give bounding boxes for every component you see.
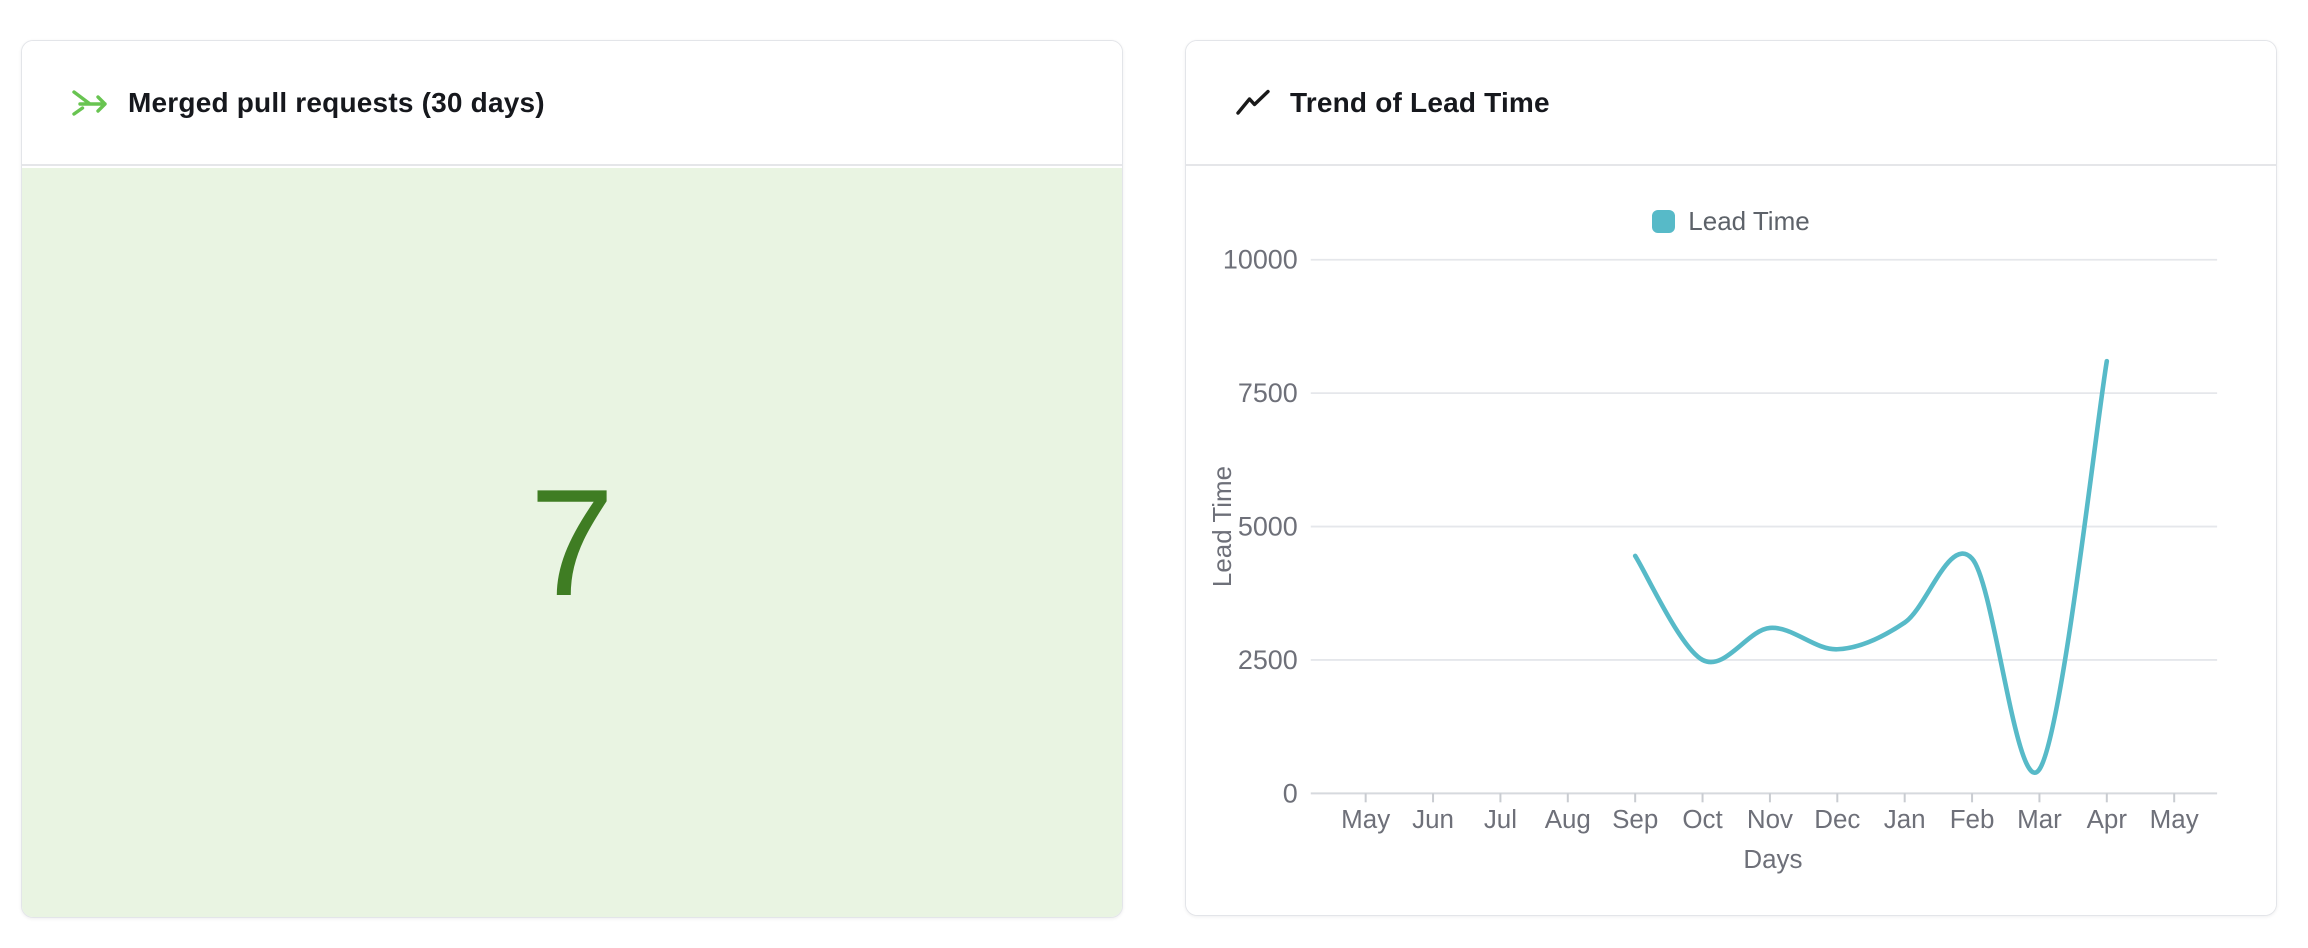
lead-time-panel: Trend of Lead Time Lead Time 0 2500 5000 75… [1185,40,2277,916]
x-axis-name: Days [1743,846,1802,874]
x-tick-label: Dec [1814,806,1860,834]
x-tick-label: Aug [1545,806,1591,834]
lead-time-chart-body: Lead Time 0 2500 5000 7500 10000 Lead Time May… [1186,168,2276,915]
y-tick-label: 2500 [1238,645,1298,675]
y-tick-label: 7500 [1238,378,1298,408]
x-tick-label: Oct [1682,806,1723,834]
legend-label: Lead Time [1688,206,1810,236]
legend-swatch [1652,210,1676,233]
merged-pr-panel: Merged pull requests (30 days) 7 [21,40,1123,918]
merged-pr-panel-body: 7 [22,168,1122,917]
lead-time-panel-title: Trend of Lead Time [1290,86,1550,118]
y-tick-label: 10000 [1223,245,1298,275]
merged-pr-panel-title: Merged pull requests (30 days) [128,86,545,118]
lead-time-line-series [1632,358,2110,775]
lead-time-chart-svg[interactable]: 0 2500 5000 7500 10000 Lead Time May Jun Jul Aug S… [1186,168,2276,915]
x-tick-label: May [2150,806,2199,834]
x-tick-label: Feb [1950,806,1995,834]
y-axis-name: Lead Time [1209,466,1237,587]
merged-pr-panel-header[interactable]: Merged pull requests (30 days) [22,41,1122,166]
x-tick-label: Apr [2087,806,2128,834]
x-tick-label: Jun [1412,806,1454,834]
merge-arrow-icon [71,87,109,119]
legend-item-lead-time[interactable]: Lead Time [1186,206,2276,237]
x-tick-label: Jul [1484,806,1517,834]
x-tick-label: Jan [1884,806,1926,834]
lead-time-panel-header[interactable]: Trend of Lead Time [1186,41,2276,166]
trend-line-icon [1235,88,1271,118]
x-tick-label: Mar [2017,806,2062,834]
y-tick-label: 0 [1283,778,1298,808]
x-tick-label: Nov [1747,806,1793,834]
x-tick-label: Sep [1612,806,1658,834]
merged-pr-count: 7 [529,457,615,628]
x-tick-label: May [1341,806,1390,834]
y-tick-label: 5000 [1238,512,1298,542]
